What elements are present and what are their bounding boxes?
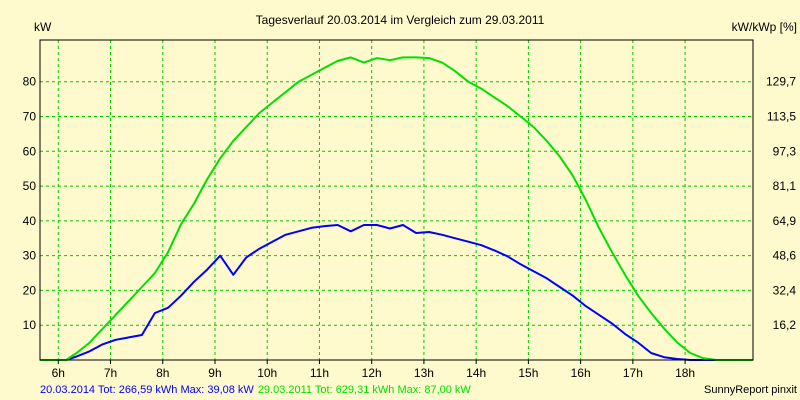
left-axis-tick-labels: 10 20 30 40 50 60 70 80 [23,75,37,332]
y-right-tick-label-4: 81,1 [773,179,797,193]
right-axis-tick-labels: 16,2 32,4 48,6 64,9 81,1 97,3 113,5 129,7 [766,75,796,332]
x-tick-label-12: 18h [675,366,695,380]
tick-marks [57,360,686,364]
y-left-tick-label-0: 10 [23,318,37,332]
y-right-tick-label-6: 113,5 [767,110,796,124]
footer-series-2-summary: 29.03.2011 Tot: 629,31 kWh Max: 87,00 kW [258,384,472,396]
y-left-tick-label-6: 70 [23,110,37,124]
x-tick-label-2: 8h [156,366,169,380]
x-tick-label-4: 10h [257,366,277,380]
y-right-tick-label-1: 32,4 [773,283,797,297]
y-left-tick-label-7: 80 [23,75,37,89]
y-left-tick-label-5: 60 [23,144,37,158]
x-tick-label-1: 7h [104,366,117,380]
right-axis-unit-label: kW/kWp [%] [732,20,797,34]
footer-series-1-summary: 20.03.2014 Tot: 266,59 kWh Max: 39,08 kW [40,384,254,396]
chart-title: Tagesverlauf 20.03.2014 im Vergleich zum… [256,13,545,27]
x-tick-label-10: 16h [571,366,591,380]
x-tick-label-3: 9h [208,366,221,380]
y-right-tick-label-7: 129,7 [766,75,796,89]
y-left-tick-label-4: 50 [23,179,37,193]
x-tick-label-6: 12h [362,366,382,380]
x-tick-label-9: 15h [518,366,538,380]
y-right-tick-label-5: 97,3 [773,144,797,158]
left-axis-unit-label: kW [34,20,52,34]
y-left-tick-label-1: 20 [23,283,37,297]
x-tick-label-11: 17h [623,366,643,380]
y-right-tick-label-3: 64,9 [773,214,797,228]
y-left-tick-label-2: 30 [23,249,37,263]
y-right-tick-label-2: 48,6 [773,249,797,263]
y-left-tick-label-3: 40 [23,214,37,228]
series-layer [40,56,753,361]
footer-credit: SunnyReport pinxit [704,384,797,396]
series-line-1 [40,224,753,361]
plot-frame [39,39,754,361]
x-axis-tick-labels: 6h 7h 8h 9h 10h 11h 12h 13h 14h 15h 16h 17h 18h [52,366,696,380]
chart-footer: 20.03.2014 Tot: 266,59 kWh Max: 39,08 kW… [40,384,471,396]
x-tick-label-5: 11h [310,366,329,380]
x-tick-label-8: 14h [466,366,486,380]
y-right-tick-label-0: 16,2 [773,318,797,332]
x-tick-label-7: 13h [414,366,434,380]
x-tick-label-0: 6h [52,366,65,380]
series-line-2 [40,56,753,361]
